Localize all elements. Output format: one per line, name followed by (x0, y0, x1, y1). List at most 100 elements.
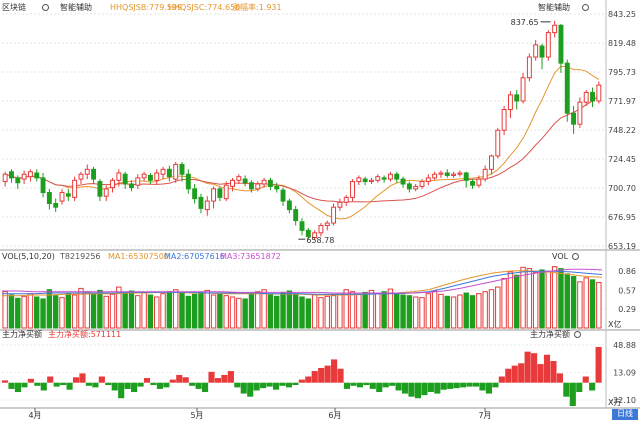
candle-body (369, 179, 374, 183)
legend-hhqsjsc: HHQSJSC:774.650 (168, 3, 241, 12)
volume-total: T8219256 (60, 252, 101, 261)
candlestick-series (2, 20, 602, 241)
fund-flow-bar (331, 359, 338, 383)
volume-right-title[interactable]: VOL (552, 252, 569, 261)
volume-bar (558, 268, 564, 329)
fund-flow-bar (285, 382, 292, 388)
gear-icon[interactable] (572, 253, 579, 260)
candle-body (230, 179, 235, 187)
volume-bar (267, 294, 274, 329)
volume-bar (172, 289, 179, 329)
volume-bar (84, 291, 90, 329)
candle-body (21, 173, 27, 180)
volume-bar (141, 292, 147, 329)
flow-name: 主力净买额 (2, 330, 42, 339)
indicator-name[interactable]: 智能辅助 (60, 3, 92, 12)
price-tick-label: 724.45 (608, 155, 636, 164)
candle-body (590, 91, 595, 102)
fund-flow-bar (202, 382, 209, 393)
volume-bar (400, 294, 406, 329)
volume-bar (577, 281, 583, 329)
month-label: 6月 (328, 411, 341, 420)
candle-body (444, 172, 450, 176)
candle-body (261, 179, 267, 185)
candle-body (15, 177, 21, 184)
fund-flow-bar (40, 382, 47, 391)
fund-flow-bar (595, 346, 602, 383)
fund-flow-bar (247, 382, 254, 397)
candle-body (72, 179, 78, 198)
fund-flow-bar (311, 371, 318, 383)
volume-bar (179, 292, 185, 329)
gear-icon[interactable] (574, 331, 581, 338)
volume-bar (229, 296, 236, 329)
price-tick-label: 771.97 (608, 97, 636, 106)
price-tick-label: 748.22 (608, 126, 636, 135)
fund-flow-bar (537, 364, 544, 383)
volume-bar (90, 293, 97, 329)
volume-bar (223, 295, 229, 329)
index-name: 区块链 (2, 3, 26, 12)
volume-bar (589, 279, 596, 329)
volume-bar (59, 297, 65, 329)
candle-body (34, 172, 40, 179)
fund-flow-bar (569, 382, 576, 406)
fund-flow-bar (60, 382, 67, 386)
gear-icon[interactable] (582, 4, 589, 11)
candle-body (204, 200, 210, 211)
candle-body (116, 172, 122, 181)
fund-flow-bar (363, 382, 370, 386)
fund-flow-bar (137, 382, 144, 387)
volume-bar (482, 291, 488, 329)
volume-bar (450, 296, 457, 329)
volume-bar (501, 278, 507, 329)
fund-flow-bar (208, 371, 215, 383)
candle-body (59, 192, 65, 202)
candle-body (432, 173, 438, 179)
candle-body (65, 193, 71, 197)
volume-bar (526, 268, 533, 329)
period-button-daily[interactable]: 日线 (612, 409, 638, 420)
volume-bar (185, 295, 192, 329)
fund-flow-bar (79, 373, 86, 383)
candle-body (166, 168, 172, 178)
volume-bar (444, 295, 450, 329)
candle-body (223, 184, 229, 200)
fund-flow-bar (21, 382, 28, 388)
candle-body (280, 189, 286, 202)
volume-bar (532, 272, 539, 329)
volume-bar (40, 298, 46, 329)
volume-bar (514, 274, 520, 329)
candle-body (242, 178, 248, 184)
volume-bar (438, 293, 444, 329)
fund-flow-bar (518, 363, 525, 383)
candle-body (406, 183, 412, 190)
volume-bar (356, 293, 362, 329)
candle-body (400, 178, 406, 185)
candle-body (356, 177, 362, 183)
main-right-title[interactable]: 智能辅助 (538, 3, 570, 12)
candle-body (571, 112, 577, 125)
fund-flow-bar (453, 382, 460, 389)
candle-body (526, 56, 532, 79)
candle-body (552, 24, 558, 34)
fund-flow-bar (214, 378, 222, 383)
candle-body (507, 94, 513, 111)
volume-bar (109, 293, 116, 329)
gear-icon[interactable] (42, 4, 49, 11)
price-tick-label: 819.48 (608, 39, 636, 48)
volume-bar (311, 294, 318, 329)
fund-flow-bar (402, 382, 409, 394)
fund-flow-bar (156, 382, 163, 389)
volume-bar (381, 291, 387, 329)
volume-ma1: MA1:65307500 (108, 252, 169, 261)
volume-bar (343, 289, 349, 329)
volume-bar (78, 287, 84, 329)
fund-flow-bar (292, 382, 299, 386)
candle-body (154, 172, 160, 181)
volume-bar (476, 293, 482, 329)
flow-right-title[interactable]: 主力净买额 (530, 330, 570, 339)
flow-value: 主力净买额:571111 (48, 330, 122, 339)
volume-bar (412, 296, 419, 329)
candle-body (564, 62, 570, 114)
